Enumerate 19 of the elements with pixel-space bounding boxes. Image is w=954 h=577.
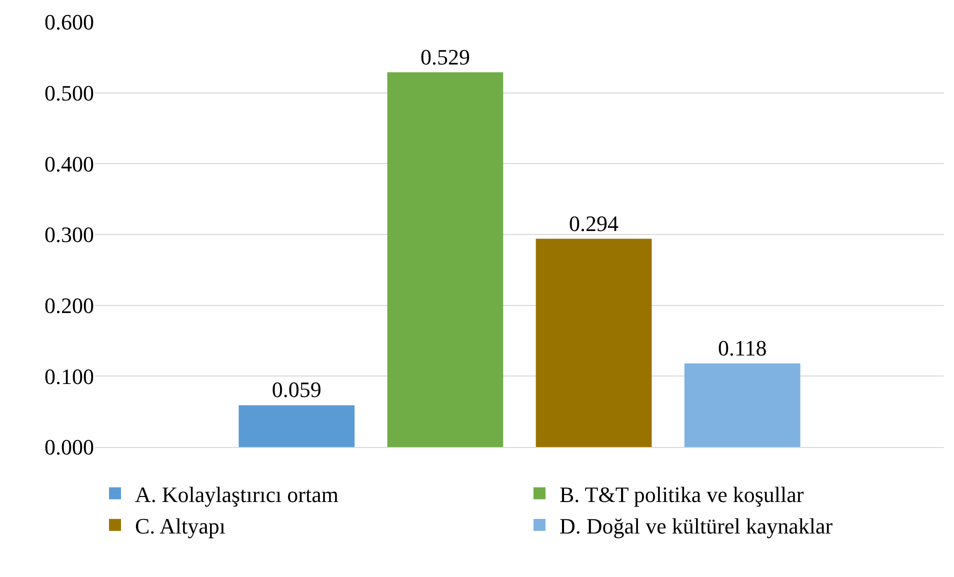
legend-label: C. Altyapı [135,513,226,538]
legend-label: A. Kolaylaştırıcı ortam [135,482,338,507]
y-tick-label: 0.300 [44,222,94,248]
legend-label: D. Doğal ve kültürel kaynaklar [560,513,834,538]
bar [536,238,652,447]
data-label: 0.529 [420,44,470,70]
data-label: 0.059 [272,377,322,402]
legend-label: B. T&T politika ve koşullar [560,482,804,507]
data-label: 0.118 [718,335,767,360]
y-tick-label: 0.000 [44,434,94,460]
y-tick-label: 0.400 [44,151,94,176]
bar [387,72,504,447]
y-tick-label: 0.600 [44,10,94,35]
bar [238,405,355,447]
bar [684,363,800,447]
y-tick-label: 0.100 [44,364,94,389]
y-tick-label: 0.200 [44,293,94,318]
y-tick-label: 0.500 [44,80,94,106]
data-label: 0.294 [569,210,619,236]
